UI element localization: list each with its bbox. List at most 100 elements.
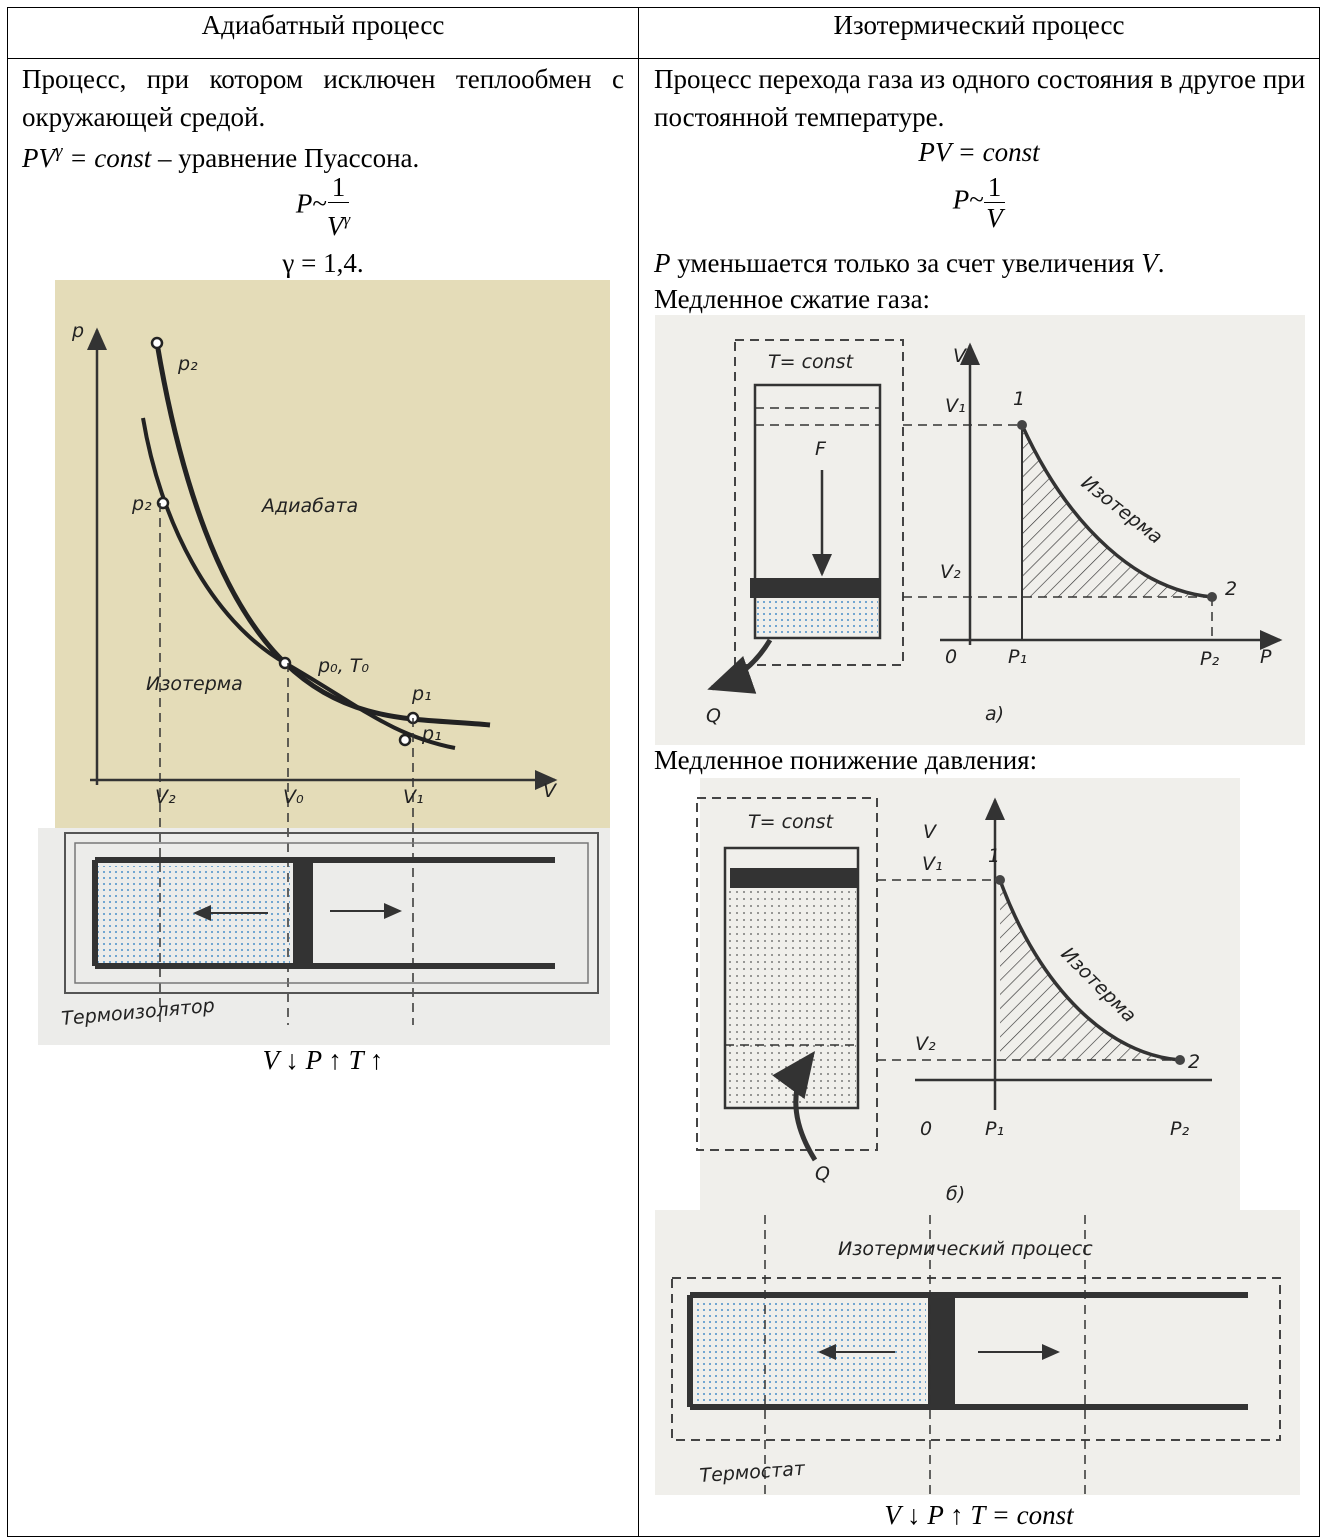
- figure-label: Q: [706, 705, 721, 727]
- figure-background: [655, 315, 1305, 745]
- caption: V ↓ P ↑ T = const: [639, 1500, 1319, 1531]
- figure-label: V: [543, 780, 558, 802]
- figure-label: 0: [945, 646, 957, 668]
- gas: [98, 866, 290, 964]
- figure-label: 2: [1225, 578, 1237, 600]
- header: Изотермический процесс: [833, 10, 1125, 40]
- figure-label: Q: [815, 1163, 830, 1185]
- frame: [696, 797, 878, 1151]
- gas: [757, 598, 878, 638]
- caption-text: V ↓ P ↑ T = const: [884, 1500, 1074, 1530]
- figure-label: p: [71, 320, 84, 342]
- formula: PVγ = const – уравнение Пуассона.: [22, 137, 419, 174]
- figure-label: 2: [1188, 1051, 1200, 1073]
- formula-part: PV: [22, 143, 55, 173]
- figure-label: 1: [988, 845, 1000, 867]
- note: P уменьшается только за счет увеличения …: [654, 248, 1164, 279]
- figure-label: p₀, T₀: [317, 655, 369, 677]
- point: [1175, 1055, 1185, 1065]
- formula-part: P: [952, 184, 970, 215]
- definition: Процесс, при котором исключен теплообмен…: [22, 64, 624, 132]
- formula-part: ~: [312, 188, 327, 219]
- piston: [750, 578, 880, 598]
- note-part: уменьшается только за счет увеличения: [677, 248, 1135, 278]
- formula: PV = const: [639, 137, 1319, 168]
- figure-label: T= const: [748, 811, 835, 833]
- figure-label: V₂: [915, 1033, 936, 1055]
- isotherm: [998, 879, 1181, 1062]
- figure-label: p₂: [177, 353, 198, 375]
- insulator: [74, 842, 589, 984]
- formula-part: γ: [343, 210, 351, 229]
- figure-label: Изотермический процесс: [838, 1238, 1093, 1260]
- col-line: [638, 7, 639, 1537]
- figure-label: p₂: [131, 493, 152, 515]
- figure-label: 0: [920, 1118, 932, 1140]
- figure-label: P₂: [1200, 648, 1219, 670]
- note-part: .: [1157, 248, 1165, 278]
- work-area: [1022, 425, 1212, 597]
- formula-part: ~: [969, 184, 984, 215]
- heat-arrow: [707, 638, 773, 694]
- figure-label: p₁: [421, 723, 442, 745]
- figure-label: P: [1260, 646, 1272, 668]
- point: [1017, 420, 1027, 430]
- formula-part: PV = const: [918, 137, 1040, 167]
- point: [1207, 592, 1217, 602]
- figure-label: V₀: [283, 786, 304, 808]
- figure-label: P₁: [985, 1118, 1004, 1140]
- point: [398, 733, 412, 747]
- figure-label: p₁: [411, 683, 432, 705]
- gas: [727, 888, 856, 1106]
- figure-label: V₂: [940, 561, 961, 583]
- row-line: [7, 58, 1320, 59]
- figure-label: 1: [1013, 388, 1025, 410]
- figure-label: F: [815, 438, 827, 460]
- figure-label: а): [985, 703, 1004, 725]
- cylinder: [723, 846, 860, 1110]
- figure-label: T= const: [768, 351, 855, 373]
- frame: [671, 1277, 1281, 1441]
- formula-part: V: [986, 203, 1003, 233]
- figure-label: P₁: [1008, 646, 1027, 668]
- figure-label: Адиабата: [260, 495, 358, 517]
- piston: [928, 1297, 955, 1405]
- note-part: V: [1141, 248, 1158, 278]
- caption-text: V ↓ P ↑ T ↑: [262, 1045, 384, 1075]
- isotherm: [1020, 424, 1213, 599]
- piston: [293, 862, 313, 966]
- formula-part: V: [326, 211, 344, 241]
- formula: P~ 1 Vγ: [8, 172, 638, 241]
- formula: γ = 1,4.: [282, 248, 364, 278]
- formula: P~ 1 V: [639, 172, 1319, 233]
- figure-label: V: [923, 821, 938, 843]
- figure-label: V₂: [155, 786, 176, 808]
- figure-label: V: [953, 345, 968, 367]
- formula-part: – уравнение Пуассона.: [157, 143, 420, 173]
- definition: Процесс перехода газа из одного состояни…: [654, 64, 1306, 132]
- cylinder: [753, 383, 882, 640]
- piston: [730, 868, 858, 888]
- frame: [734, 339, 904, 666]
- figure-label: V₁: [922, 853, 943, 875]
- point: [150, 336, 164, 350]
- caption: V ↓ P ↑ T ↑: [8, 1045, 638, 1076]
- note-part: P: [654, 248, 671, 278]
- figure-background: [55, 280, 610, 828]
- formula-part: P: [295, 188, 313, 219]
- formula-part: = const: [69, 143, 152, 173]
- figure-label: V₁: [945, 395, 966, 417]
- header: Адиабатный процесс: [201, 10, 445, 40]
- figure-label: б): [946, 1183, 965, 1205]
- figure-label: V₁: [403, 786, 424, 808]
- work-area: [1000, 880, 1180, 1060]
- figure-label: Изотерма: [146, 673, 243, 695]
- figure-label: P₂: [1170, 1118, 1189, 1140]
- formula-part: 1: [327, 172, 350, 203]
- formula-part: 1: [983, 172, 1006, 203]
- subheading: Медленное сжатие газа:: [654, 284, 931, 314]
- point: [995, 875, 1005, 885]
- insulator: [64, 832, 599, 994]
